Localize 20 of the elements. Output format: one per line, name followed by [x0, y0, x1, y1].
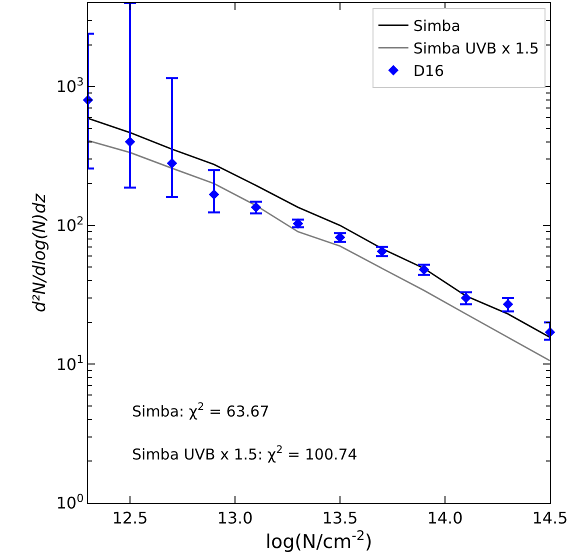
x-tick-label: 13.0	[217, 508, 253, 528]
annotation: Simba UVB x 1.5: χ$^{2}$ = 100.74	[132, 444, 358, 464]
x-tick-label: 14.5	[532, 508, 568, 528]
annotation: Simba: χ$^{2}$ = 63.67	[132, 401, 270, 420]
legend-label: Simba UVB x 1.5	[413, 40, 539, 58]
y-tick-label: 10$^{1}$	[56, 353, 84, 374]
y-tick-label: 10$^{0}$	[56, 492, 84, 513]
x-tick-label: 14.0	[427, 508, 463, 528]
y-axis-title: d²N/dlog(N)dz	[30, 192, 50, 312]
point	[166, 158, 178, 169]
point	[124, 136, 136, 148]
x-tick-label: 12.5	[112, 508, 148, 528]
x-axis-title: log(N/cm$^{-2}$)	[266, 529, 372, 554]
y-tick-label: 10$^{3}$	[56, 75, 84, 96]
line-series	[88, 140, 550, 362]
legend-label: D16	[413, 62, 444, 80]
legend-label: Simba	[413, 17, 460, 36]
point	[208, 189, 220, 200]
x-tick-label: 13.5	[322, 508, 358, 528]
y-tick-label: 10$^{2}$	[56, 214, 84, 235]
